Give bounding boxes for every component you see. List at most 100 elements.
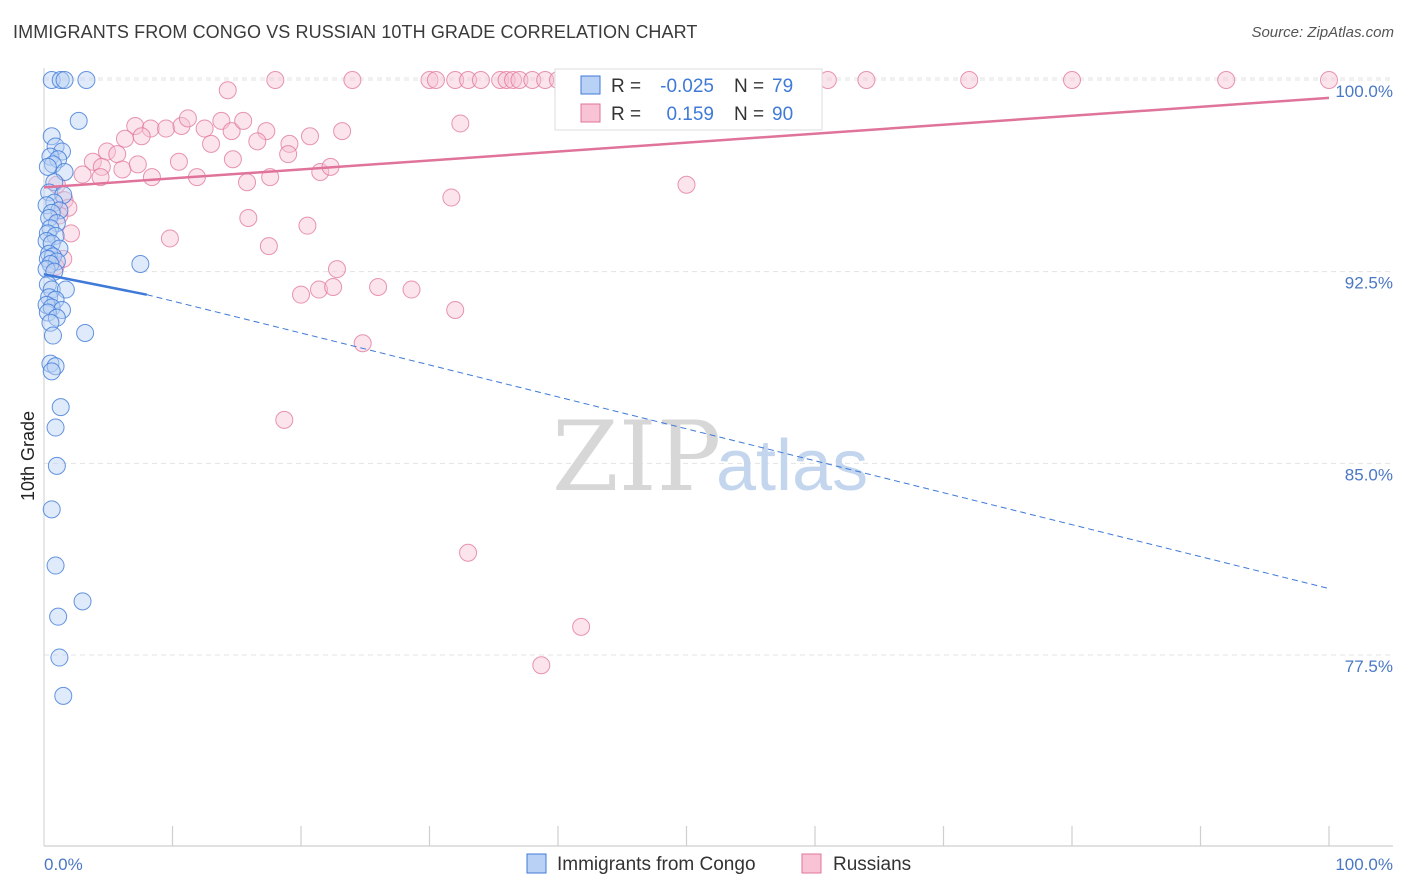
russians-point: [369, 278, 388, 296]
watermark-atlas: atlas: [716, 426, 868, 506]
russians-point: [572, 617, 591, 636]
russians-point: [298, 216, 317, 235]
congo-trend-line: [43, 272, 148, 296]
russians-points: [46, 71, 1338, 675]
stats-swatch-pink: [580, 103, 601, 123]
russians-point: [532, 656, 551, 675]
russians-point: [471, 71, 490, 89]
russians-point: [275, 410, 294, 429]
gridlines: [44, 77, 1393, 656]
russians-point: [259, 237, 278, 256]
stats-r-label-1: R =: [611, 76, 641, 97]
russians-point: [459, 543, 478, 562]
russians-point: [91, 168, 110, 187]
congo-point: [42, 127, 61, 146]
chart-title: IMMIGRANTS FROM CONGO VS RUSSIAN 10TH GR…: [13, 22, 698, 42]
russians-point: [61, 224, 80, 243]
russians-point: [309, 280, 328, 299]
russians-point: [300, 127, 319, 146]
russians-point: [459, 71, 478, 89]
y-tick-label: 92.5%: [1345, 274, 1393, 293]
stats-r-label-2: R =: [611, 104, 641, 125]
russians-point: [157, 119, 176, 138]
congo-point: [77, 71, 96, 89]
russians-point: [446, 71, 465, 89]
watermark-zip: ZIP: [552, 401, 721, 513]
congo-point: [49, 607, 68, 626]
russians-point: [677, 175, 696, 194]
russians-point: [327, 260, 346, 279]
congo-point: [131, 255, 150, 273]
y-axis-title: 10th Grade: [18, 411, 38, 501]
x-tick-label-min: 0.0%: [44, 855, 83, 874]
congo-point: [51, 398, 70, 417]
russians-point: [402, 280, 421, 299]
russians-point: [142, 168, 161, 187]
congo-point: [69, 111, 88, 130]
russians-point: [1063, 71, 1081, 89]
russians-point: [169, 152, 188, 171]
russians-point: [1320, 71, 1338, 89]
russians-point: [857, 71, 876, 89]
russians-point: [108, 145, 127, 164]
russians-point: [141, 119, 160, 138]
congo-point: [41, 354, 60, 373]
russians-point: [497, 71, 516, 89]
stats-r-value-2: 0.159: [666, 104, 714, 125]
stats-n-label-1: N =: [734, 76, 764, 97]
russians-point: [510, 71, 529, 89]
congo-point: [38, 157, 57, 176]
russians-point: [115, 129, 134, 148]
congo-point: [47, 456, 66, 475]
russians-point: [960, 71, 979, 89]
russians-point: [1217, 71, 1236, 89]
russians-point: [248, 132, 267, 151]
russians-point: [195, 119, 214, 138]
russians-point: [353, 334, 372, 353]
russians-point: [73, 165, 92, 184]
stats-n-value-1: 79: [772, 76, 793, 97]
russians-point: [279, 145, 298, 164]
russians-point: [446, 301, 465, 319]
y-tick-labels: 77.5% 85.0% 92.5% 100.0%: [1335, 82, 1393, 676]
russians-point: [536, 71, 555, 89]
russians-point: [113, 160, 132, 179]
russians-point: [420, 71, 439, 89]
congo-point: [73, 592, 92, 611]
russians-point: [324, 278, 343, 296]
stats-n-label-2: N =: [734, 104, 764, 125]
russians-point: [343, 71, 362, 89]
congo-point: [51, 71, 70, 89]
russians-point: [218, 81, 237, 100]
y-tick-label: 85.0%: [1345, 465, 1393, 484]
trend-lines: [43, 96, 1330, 590]
russians-point: [523, 71, 542, 89]
russians-point: [292, 285, 310, 304]
russians-point: [172, 117, 191, 135]
russians-point: [239, 209, 258, 227]
congo-point: [43, 326, 62, 345]
y-tick-label: 100.0%: [1335, 82, 1393, 101]
russians-trend-line: [43, 96, 1330, 189]
legend-swatch-russians: [801, 853, 822, 874]
legend-label-congo: Immigrants from Congo: [557, 854, 756, 875]
congo-point: [46, 556, 65, 575]
russians-point: [223, 150, 242, 169]
russians-point: [491, 71, 510, 89]
stats-n-value-2: 90: [772, 104, 793, 125]
russians-point: [426, 71, 445, 89]
russians-point: [178, 109, 197, 128]
congo-trend-extension: [146, 294, 1330, 590]
russians-point: [451, 114, 470, 133]
russians-point: [442, 188, 461, 207]
stats-swatch-blue: [580, 75, 601, 95]
congo-point: [38, 303, 57, 322]
russians-point: [333, 122, 352, 141]
russians-point: [504, 71, 523, 89]
congo-point: [46, 418, 65, 437]
congo-point: [50, 648, 69, 667]
russians-point: [160, 229, 179, 248]
congo-point: [55, 71, 74, 89]
russians-point: [128, 155, 147, 174]
